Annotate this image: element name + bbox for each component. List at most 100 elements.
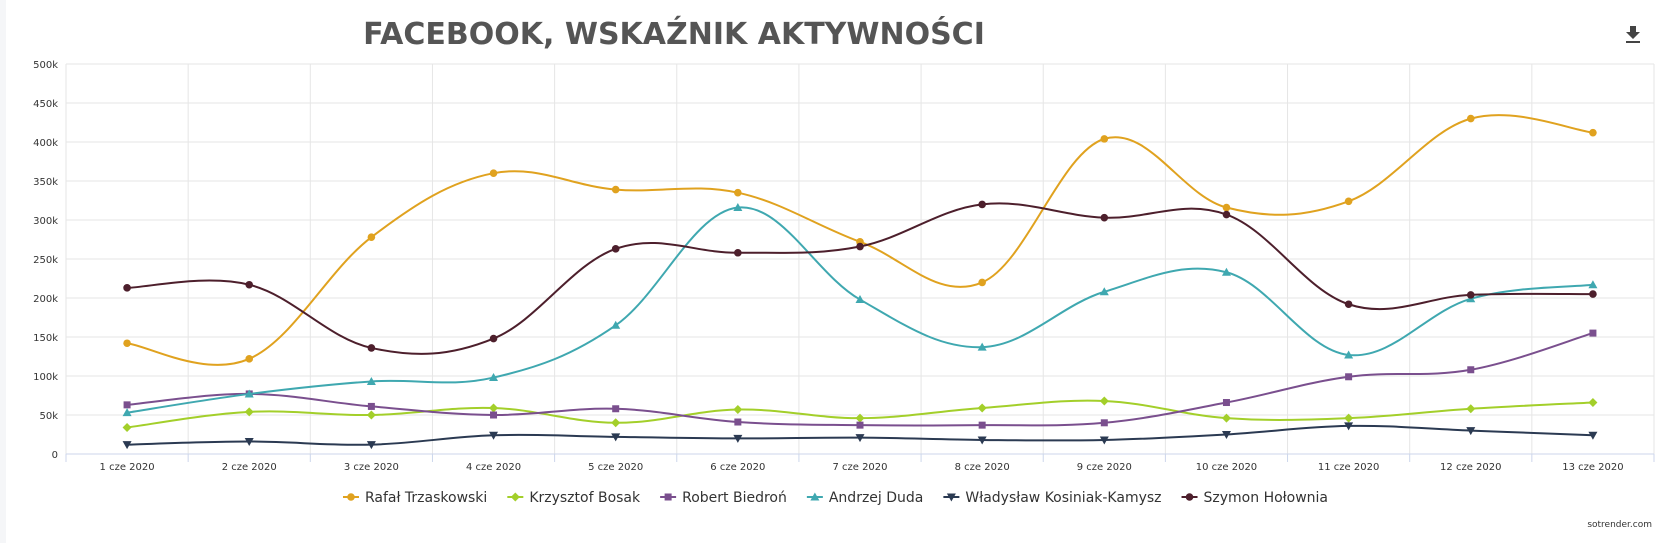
data-point[interactable]: [489, 403, 499, 413]
data-point[interactable]: [489, 373, 499, 382]
series-2: [122, 396, 1598, 432]
data-point[interactable]: [367, 344, 376, 352]
data-point[interactable]: [1344, 300, 1353, 309]
data-point[interactable]: [244, 407, 254, 417]
data-point[interactable]: [978, 200, 986, 209]
x-tick-label: 11 cze 2020: [1318, 462, 1379, 473]
data-point[interactable]: [612, 405, 620, 413]
data-point[interactable]: [1099, 287, 1109, 296]
data-point[interactable]: [733, 203, 743, 212]
data-point[interactable]: [1222, 210, 1231, 219]
data-point[interactable]: [122, 441, 132, 450]
legend-item[interactable]: Robert Biedroń: [660, 490, 787, 506]
legend-item[interactable]: Władysław Kosiniak-Kamysz: [943, 490, 1162, 506]
data-point[interactable]: [489, 334, 498, 343]
data-point[interactable]: [1100, 419, 1108, 427]
y-tick-label: 250k: [33, 255, 58, 266]
data-point[interactable]: [1466, 404, 1476, 414]
data-point[interactable]: [611, 433, 621, 442]
legend-item[interactable]: Andrzej Duda: [806, 490, 924, 506]
data-point[interactable]: [1099, 396, 1109, 406]
data-point[interactable]: [1344, 413, 1354, 423]
legend-marker: [810, 492, 820, 501]
data-point[interactable]: [1588, 398, 1598, 408]
x-tick-label: 3 cze 2020: [344, 462, 399, 473]
data-point[interactable]: [855, 434, 865, 443]
data-point[interactable]: [1588, 280, 1598, 289]
data-point[interactable]: [1345, 373, 1353, 381]
data-point[interactable]: [123, 284, 131, 292]
y-tick-label: 100k: [33, 372, 58, 383]
legend-item[interactable]: Rafał Trzaskowski: [342, 490, 487, 506]
y-tick-label: 450k: [33, 99, 58, 110]
legend-label: Krzysztof Bosak: [529, 490, 641, 506]
series-line[interactable]: [127, 202, 1593, 355]
credit-text[interactable]: sotrender.com: [1587, 520, 1652, 530]
data-point[interactable]: [1466, 427, 1476, 436]
data-point[interactable]: [856, 421, 864, 429]
data-point[interactable]: [734, 188, 742, 197]
legend-label: Szymon Hołownia: [1204, 490, 1328, 506]
data-point[interactable]: [611, 418, 621, 428]
data-point[interactable]: [978, 421, 986, 429]
data-point[interactable]: [1344, 422, 1354, 431]
data-point[interactable]: [1344, 197, 1353, 206]
data-point[interactable]: [1588, 431, 1598, 440]
x-tick-label: 5 cze 2020: [588, 462, 643, 473]
data-point[interactable]: [855, 413, 865, 423]
x-tick-label: 6 cze 2020: [710, 462, 765, 473]
data-point[interactable]: [977, 342, 987, 351]
data-point[interactable]: [244, 438, 254, 447]
download-button[interactable]: [1622, 22, 1644, 44]
legend-item[interactable]: Szymon Hołownia: [1181, 490, 1328, 506]
data-point[interactable]: [734, 418, 742, 426]
data-point[interactable]: [1589, 290, 1597, 298]
data-point[interactable]: [367, 233, 376, 241]
data-point[interactable]: [1589, 329, 1597, 337]
data-point[interactable]: [1221, 431, 1231, 439]
data-point[interactable]: [1466, 291, 1475, 299]
data-point[interactable]: [245, 355, 254, 363]
y-tick-label: 400k: [33, 138, 58, 149]
data-point[interactable]: [1466, 114, 1475, 123]
data-point[interactable]: [978, 278, 986, 287]
data-point[interactable]: [123, 339, 131, 348]
data-point[interactable]: [1100, 213, 1109, 222]
data-point[interactable]: [366, 376, 376, 385]
data-point[interactable]: [244, 389, 254, 398]
series-4: [122, 203, 1598, 417]
data-point[interactable]: [977, 403, 987, 413]
data-point[interactable]: [611, 185, 620, 194]
data-point[interactable]: [1589, 128, 1597, 137]
data-point[interactable]: [123, 401, 131, 409]
data-point[interactable]: [122, 408, 132, 417]
data-point[interactable]: [734, 248, 742, 257]
data-point[interactable]: [1221, 267, 1231, 276]
data-point[interactable]: [1344, 350, 1354, 359]
legend-label: Andrzej Duda: [829, 490, 924, 506]
data-point[interactable]: [856, 242, 864, 251]
data-point[interactable]: [1222, 399, 1230, 407]
data-point[interactable]: [1467, 366, 1475, 374]
data-point[interactable]: [489, 169, 498, 177]
legend-item[interactable]: Krzysztof Bosak: [507, 490, 641, 506]
data-point[interactable]: [855, 295, 865, 304]
data-point[interactable]: [122, 422, 132, 432]
data-point[interactable]: [1099, 436, 1109, 445]
data-point[interactable]: [366, 441, 376, 450]
data-point[interactable]: [1222, 203, 1231, 212]
data-point[interactable]: [366, 410, 376, 420]
data-point[interactable]: [733, 434, 743, 443]
data-point[interactable]: [611, 320, 621, 329]
data-point[interactable]: [733, 405, 743, 415]
data-point[interactable]: [1100, 135, 1109, 143]
series-line[interactable]: [126, 332, 1594, 427]
data-point[interactable]: [489, 431, 499, 440]
x-tick-label: 13 cze 2020: [1562, 462, 1623, 473]
data-point[interactable]: [977, 436, 987, 445]
data-point[interactable]: [245, 280, 254, 289]
data-point[interactable]: [490, 411, 498, 419]
data-point[interactable]: [611, 245, 620, 253]
data-point[interactable]: [1221, 413, 1231, 423]
data-point[interactable]: [367, 402, 375, 410]
